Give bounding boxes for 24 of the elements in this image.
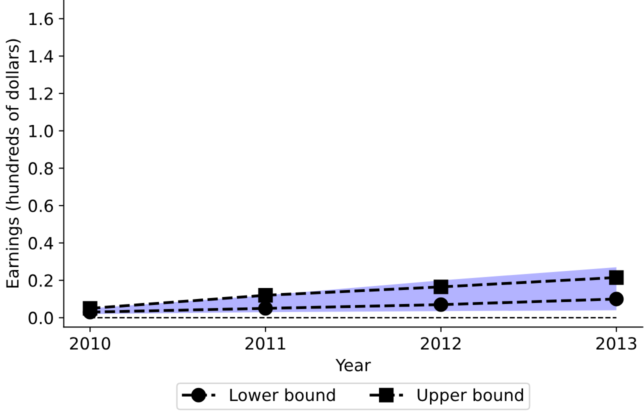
y-tick-label: 1.6: [29, 12, 53, 26]
y-tick-label: 0.2: [28, 274, 52, 287]
point: [258, 288, 273, 303]
point: [434, 280, 448, 294]
x-tick-label: 2013: [596, 337, 636, 350]
point: [434, 297, 448, 312]
legend-label: Upper bound: [418, 388, 524, 404]
y-tick-label: 0.0: [28, 312, 53, 324]
legend-label: Lower bound: [230, 388, 335, 402]
point: [82, 301, 98, 316]
y-axis-title: Earnings (hundreds of dollars): [6, 39, 22, 288]
y-tick-label: 1.2: [29, 87, 52, 100]
y-tick-label: 0.4: [28, 236, 54, 250]
x-tick-label: 2010: [70, 337, 110, 350]
point: [609, 292, 624, 306]
point: [258, 301, 273, 316]
point: [609, 270, 624, 285]
y-tick-label: 1.0: [29, 124, 53, 138]
y-tick-label: 1.4: [29, 50, 54, 62]
x-tick-label: 2012: [420, 337, 460, 350]
x-tick-label: 2011: [246, 337, 286, 350]
y-tick-label: 0.6: [28, 200, 53, 212]
y-tick-label: 0.8: [28, 162, 53, 175]
x-axis-title: Year: [336, 358, 371, 372]
